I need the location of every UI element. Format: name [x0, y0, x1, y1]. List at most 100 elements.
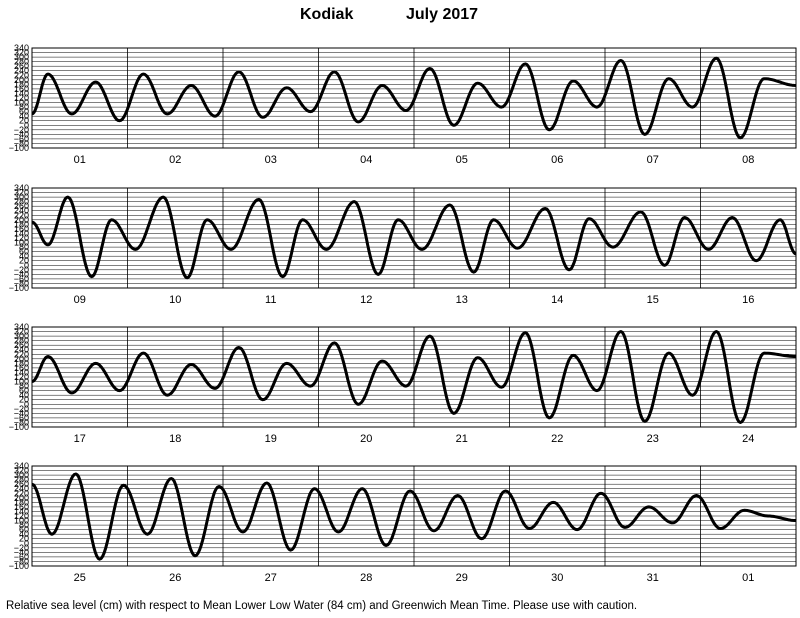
day-label: 25 — [74, 572, 86, 584]
y-tick-label: 20 — [19, 395, 29, 405]
y-tick-label: 100 — [14, 98, 29, 108]
y-tick-label: 200 — [14, 215, 29, 225]
y-tick-label: 320 — [14, 327, 29, 337]
y-tick-label: 200 — [14, 354, 29, 364]
day-label: 17 — [74, 433, 86, 445]
tide-panel-3: 3403203002802602402202001801601401201008… — [9, 322, 797, 445]
y-tick-label: 340 — [14, 43, 29, 53]
y-tick-label: 300 — [14, 331, 29, 341]
day-label: 01 — [74, 154, 86, 166]
y-tick-label: 140 — [14, 228, 29, 238]
y-tick-label: 80 — [19, 102, 29, 112]
y-tick-label: −100 — [9, 561, 29, 571]
y-tick-label: −80 — [14, 138, 29, 148]
y-tick-label: 340 — [14, 322, 29, 332]
y-tick-label: 300 — [14, 470, 29, 480]
caption: Relative sea level (cm) with respect to … — [6, 600, 638, 612]
day-label: 03 — [265, 154, 277, 166]
y-tick-label: −40 — [14, 129, 29, 139]
y-tick-label: 60 — [19, 386, 29, 396]
y-tick-label: −100 — [9, 422, 29, 432]
y-tick-label: −40 — [14, 547, 29, 557]
y-tick-label: −60 — [14, 134, 29, 144]
day-label: 05 — [456, 154, 468, 166]
y-tick-label: 240 — [14, 484, 29, 494]
y-tick-label: 160 — [14, 84, 29, 94]
y-tick-label: −80 — [14, 417, 29, 427]
day-label: 06 — [551, 154, 563, 166]
y-tick-label: −40 — [14, 408, 29, 418]
y-tick-label: 80 — [19, 242, 29, 252]
y-tick-label: 340 — [14, 461, 29, 471]
y-tick-label: 200 — [14, 493, 29, 503]
y-tick-label: 40 — [19, 529, 29, 539]
y-tick-label: 340 — [14, 183, 29, 193]
tide-panel-4: 3403203002802602402202001801601401201008… — [9, 461, 797, 584]
y-tick-label: −100 — [9, 143, 29, 153]
y-tick-label: 60 — [19, 107, 29, 117]
day-label: 04 — [360, 154, 372, 166]
y-tick-label: 280 — [14, 57, 29, 67]
y-tick-label: 140 — [14, 367, 29, 377]
y-tick-label: 240 — [14, 206, 29, 216]
y-tick-label: −20 — [14, 125, 29, 135]
day-label: 01 — [742, 572, 754, 584]
y-tick-label: 260 — [14, 61, 29, 71]
y-tick-label: 100 — [14, 377, 29, 387]
day-label: 16 — [742, 294, 754, 306]
y-tick-label: 120 — [14, 93, 29, 103]
y-tick-label: 160 — [14, 224, 29, 234]
day-label: 14 — [551, 294, 563, 306]
y-tick-label: −80 — [14, 278, 29, 288]
y-tick-label: −100 — [9, 283, 29, 293]
y-tick-label: 40 — [19, 111, 29, 121]
y-tick-label: 0 — [24, 538, 29, 548]
y-tick-label: 80 — [19, 381, 29, 391]
day-label: 18 — [169, 433, 181, 445]
y-tick-label: 280 — [14, 336, 29, 346]
y-tick-label: 220 — [14, 70, 29, 80]
y-tick-label: 180 — [14, 358, 29, 368]
y-tick-label: −20 — [14, 404, 29, 414]
day-label: 22 — [551, 433, 563, 445]
y-tick-label: 0 — [24, 260, 29, 270]
day-label: 27 — [265, 572, 277, 584]
y-tick-label: 100 — [14, 516, 29, 526]
tide-panel-1: 3403203002802602402202001801601401201008… — [9, 43, 797, 166]
tide-curve — [31, 56, 797, 140]
y-tick-label: −20 — [14, 543, 29, 553]
y-tick-label: −60 — [14, 274, 29, 284]
y-tick-label: 0 — [24, 399, 29, 409]
y-tick-label: 60 — [19, 525, 29, 535]
day-label: 12 — [360, 294, 372, 306]
tide-curve — [31, 195, 797, 280]
tide-curve — [31, 330, 796, 424]
y-tick-label: 300 — [14, 52, 29, 62]
station-title: Kodiak — [300, 6, 354, 23]
y-tick-label: 140 — [14, 506, 29, 516]
day-label: 08 — [742, 154, 754, 166]
day-label: 02 — [169, 154, 181, 166]
y-tick-label: −60 — [14, 413, 29, 423]
day-label: 24 — [742, 433, 754, 445]
y-tick-label: 120 — [14, 372, 29, 382]
month-title: July 2017 — [406, 6, 479, 23]
day-label: 26 — [169, 572, 181, 584]
y-tick-label: 160 — [14, 502, 29, 512]
y-tick-label: 0 — [24, 120, 29, 130]
y-tick-label: 200 — [14, 75, 29, 85]
tide-curve — [31, 472, 796, 561]
y-tick-label: 20 — [19, 534, 29, 544]
y-tick-label: 280 — [14, 197, 29, 207]
day-label: 15 — [647, 294, 659, 306]
y-tick-label: −60 — [14, 552, 29, 562]
day-label: 07 — [647, 154, 659, 166]
y-tick-label: 80 — [19, 520, 29, 530]
y-tick-label: 320 — [14, 188, 29, 198]
y-tick-label: 280 — [14, 475, 29, 485]
y-tick-label: 100 — [14, 238, 29, 248]
y-tick-label: 160 — [14, 363, 29, 373]
y-tick-label: 260 — [14, 479, 29, 489]
day-label: 30 — [551, 572, 563, 584]
tide-panel-2: 3403203002802602402202001801601401201008… — [9, 183, 797, 306]
